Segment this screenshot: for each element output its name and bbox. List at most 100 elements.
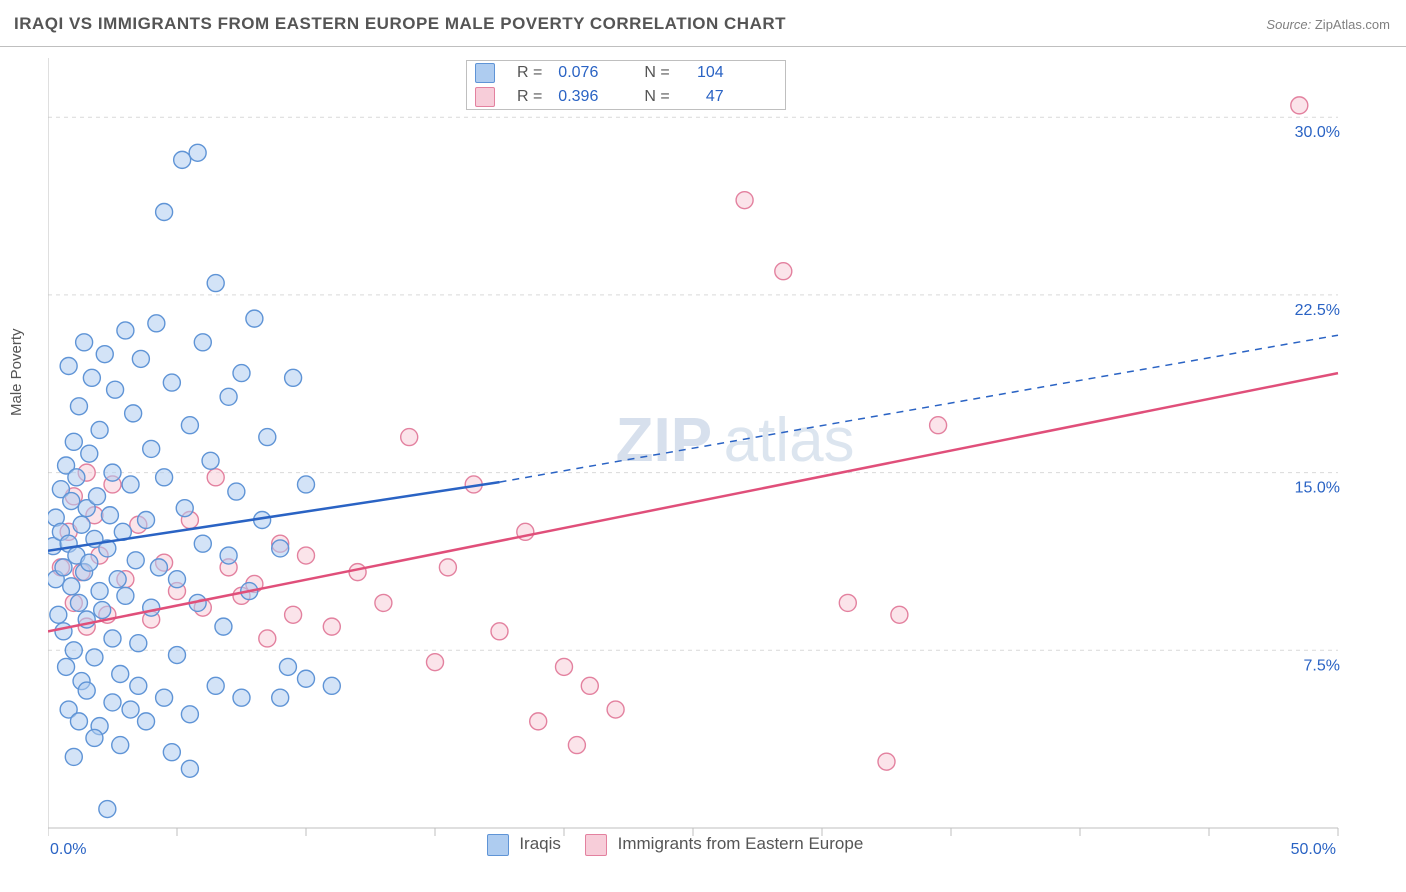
pink-point — [736, 192, 753, 209]
legend-swatch — [475, 63, 495, 83]
legend-r-value: 0.076 — [550, 61, 606, 85]
blue-point — [285, 369, 302, 386]
y-axis-label: Male Poverty — [8, 328, 25, 416]
blue-point — [104, 694, 121, 711]
legend-swatch — [585, 834, 607, 856]
blue-point — [215, 618, 232, 635]
legend-swatch — [475, 87, 495, 107]
legend-label: Iraqis — [519, 834, 561, 853]
blue-point — [73, 516, 90, 533]
blue-point — [228, 483, 245, 500]
blue-point — [202, 452, 219, 469]
blue-point — [298, 670, 315, 687]
blue-point — [143, 599, 160, 616]
blue-point — [81, 554, 98, 571]
pink-point — [285, 606, 302, 623]
blue-point — [86, 729, 103, 746]
blue-point — [150, 559, 167, 576]
blue-point — [91, 421, 108, 438]
pink-point — [891, 606, 908, 623]
blue-point — [138, 512, 155, 529]
pink-point — [930, 417, 947, 434]
blue-point — [143, 440, 160, 457]
blue-point — [68, 469, 85, 486]
blue-point — [96, 346, 113, 363]
blue-point — [156, 204, 173, 221]
blue-point — [65, 748, 82, 765]
blue-point — [181, 417, 198, 434]
blue-point — [323, 677, 340, 694]
svg-text:ZIP: ZIP — [616, 406, 712, 475]
blue-point — [70, 713, 87, 730]
blue-point — [189, 144, 206, 161]
pink-point — [439, 559, 456, 576]
pink-point — [323, 618, 340, 635]
blue-point — [194, 535, 211, 552]
y-tick-label: 7.5% — [1304, 657, 1340, 674]
blue-point — [63, 493, 80, 510]
blue-point — [104, 630, 121, 647]
source-value: ZipAtlas.com — [1315, 17, 1390, 32]
legend-r-label: R = — [509, 85, 550, 109]
blue-point — [174, 151, 191, 168]
blue-point — [99, 801, 116, 818]
pink-point — [556, 658, 573, 675]
blue-point — [55, 623, 72, 640]
pink-point — [775, 263, 792, 280]
y-tick-label: 30.0% — [1295, 124, 1340, 141]
blue-point — [181, 760, 198, 777]
blue-point — [125, 405, 142, 422]
blue-point — [70, 398, 87, 415]
blue-point — [156, 469, 173, 486]
legend-r-label: R = — [509, 61, 550, 85]
legend-n-label: N = — [636, 85, 677, 109]
chart-title: IRAQI VS IMMIGRANTS FROM EASTERN EUROPE … — [14, 14, 786, 34]
chart-header: IRAQI VS IMMIGRANTS FROM EASTERN EUROPE … — [0, 0, 1406, 47]
blue-point — [163, 744, 180, 761]
blue-point — [117, 322, 134, 339]
blue-point — [207, 275, 224, 292]
blue-point — [58, 658, 75, 675]
blue-point — [109, 571, 126, 588]
chart-svg: 7.5%15.0%22.5%30.0%0.0%50.0%ZIPatlasR =0… — [48, 58, 1388, 858]
blue-point — [70, 594, 87, 611]
pink-point — [1291, 97, 1308, 114]
blue-point — [138, 713, 155, 730]
pink-point — [349, 564, 366, 581]
blue-point — [220, 547, 237, 564]
blue-point — [169, 647, 186, 664]
legend-n-value: 47 — [678, 85, 732, 109]
pink-point — [568, 737, 585, 754]
blue-point — [233, 365, 250, 382]
blue-point — [207, 677, 224, 694]
blue-point — [127, 552, 144, 569]
blue-point — [156, 689, 173, 706]
stats-legend: R =0.076N =104R =0.396N =47 — [466, 60, 786, 120]
blue-point — [122, 701, 139, 718]
x-tick-label: 0.0% — [50, 841, 86, 858]
blue-point — [63, 578, 80, 595]
blue-point — [148, 315, 165, 332]
blue-point — [91, 583, 108, 600]
pink-point — [427, 654, 444, 671]
legend-swatch — [487, 834, 509, 856]
blue-point — [259, 429, 276, 446]
blue-point — [112, 737, 129, 754]
pink-point — [839, 594, 856, 611]
series-legend: Iraqis Immigrants from Eastern Europe — [487, 834, 1047, 858]
pink-point — [259, 630, 276, 647]
blue-point — [104, 464, 121, 481]
x-tick-label: 50.0% — [1291, 841, 1336, 858]
legend-r-value: 0.396 — [550, 85, 606, 109]
blue-point — [78, 682, 95, 699]
blue-point — [246, 310, 263, 327]
blue-point — [86, 649, 103, 666]
blue-point — [50, 606, 67, 623]
blue-point — [298, 476, 315, 493]
blue-point — [132, 350, 149, 367]
pink-point — [298, 547, 315, 564]
blue-point — [279, 658, 296, 675]
blue-point — [272, 689, 289, 706]
blue-point — [94, 602, 111, 619]
blue-point — [181, 706, 198, 723]
